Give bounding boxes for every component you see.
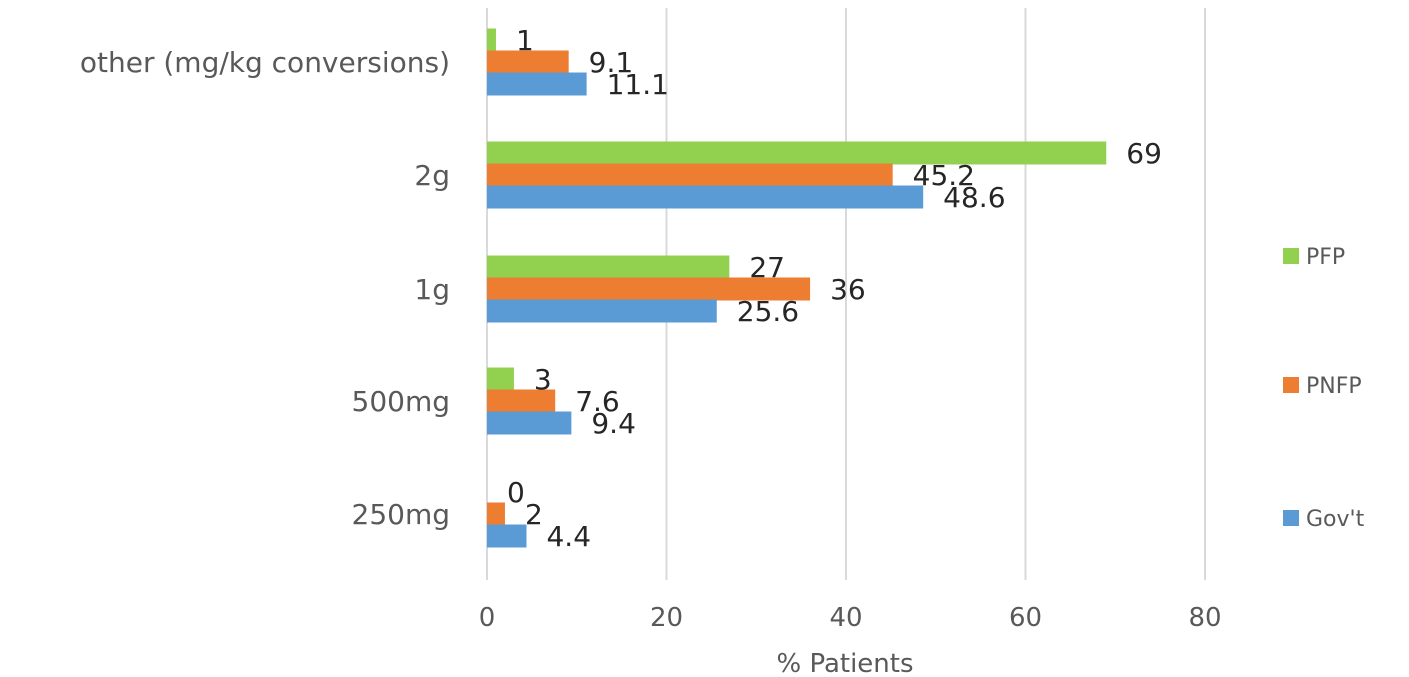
x-tick-label: 0 <box>479 603 496 633</box>
data-label: 45.2 <box>913 159 975 192</box>
bar-pnfp-4 <box>487 502 505 526</box>
data-label: 9.1 <box>589 46 634 79</box>
bar-pnfp-3 <box>487 389 556 413</box>
x-tick-label: 60 <box>1009 603 1042 633</box>
category-label: other (mg/kg conversions) <box>80 46 450 79</box>
bar-govt-3 <box>487 411 572 435</box>
gridlines <box>486 8 1206 580</box>
legend-swatch <box>1283 248 1299 264</box>
x-tick-labels: 0 20 40 60 80 <box>479 603 1222 633</box>
x-tick-label: 20 <box>650 603 683 633</box>
legend: PFP PNFP Gov't <box>1283 245 1365 532</box>
category-label: 1g <box>414 273 450 306</box>
legend-label: Gov't <box>1306 507 1365 532</box>
bar-pnfp-0 <box>487 50 569 74</box>
bar-pfp-3 <box>487 367 514 391</box>
x-tick-label: 40 <box>829 603 862 633</box>
category-label: 2g <box>414 159 450 192</box>
bars <box>487 28 1107 548</box>
data-label: 36 <box>830 273 866 306</box>
legend-swatch <box>1283 377 1299 393</box>
legend-label: PFP <box>1306 245 1345 270</box>
data-label: 3 <box>534 363 552 396</box>
bar-pnfp-2 <box>487 277 811 301</box>
legend-swatch <box>1283 510 1299 526</box>
data-label: 69 <box>1126 137 1162 170</box>
bar-govt-0 <box>487 72 587 96</box>
bar-govt-1 <box>487 185 924 209</box>
data-label: 2 <box>525 498 543 531</box>
bar-pfp-1 <box>487 141 1107 165</box>
data-label: 48.6 <box>943 181 1005 214</box>
bar-govt-4 <box>487 524 527 548</box>
x-axis-title: % Patients <box>776 649 913 677</box>
bar-pfp-2 <box>487 255 730 279</box>
bar-govt-2 <box>487 299 717 323</box>
bar-pfp-0 <box>487 28 496 52</box>
category-label: 500mg <box>352 385 451 418</box>
data-label: 1 <box>516 24 534 57</box>
x-tick-label: 80 <box>1188 603 1221 633</box>
bar-pnfp-1 <box>487 163 893 187</box>
data-label: 0 <box>507 476 525 509</box>
category-labels: other (mg/kg conversions) 2g 1g 500mg 250mg <box>80 46 450 531</box>
category-label: 250mg <box>352 498 451 531</box>
data-label: 4.4 <box>546 520 591 553</box>
data-labels: 1 69 27 3 0 9.1 45.2 36 7.6 2 11.1 48.6 25.6 9.4 4.4 <box>507 24 1162 553</box>
data-label: 9.4 <box>591 407 636 440</box>
legend-label: PNFP <box>1306 374 1362 399</box>
data-label: 7.6 <box>575 385 620 418</box>
data-label: 25.6 <box>737 295 799 328</box>
data-label: 27 <box>749 251 785 284</box>
data-label: 11.1 <box>607 68 669 101</box>
